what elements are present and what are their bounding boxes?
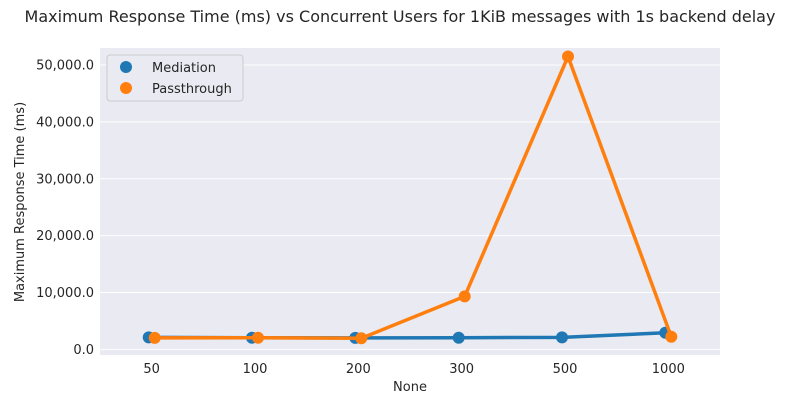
legend-marker-mediation xyxy=(120,61,132,73)
data-point-mediation xyxy=(452,331,465,344)
chart-title: Maximum Response Time (ms) vs Concurrent… xyxy=(25,7,776,26)
x-tick-label: 50 xyxy=(143,362,160,377)
y-tick-label: 50,000.0 xyxy=(36,59,94,74)
data-point-mediation xyxy=(556,331,568,344)
data-point-passthrough xyxy=(148,331,161,344)
x-axis-ticks: 50 100 200 300 500 1000 xyxy=(143,362,684,377)
gridlines xyxy=(100,64,720,350)
legend-marker-passthrough xyxy=(120,82,132,94)
x-tick-label: 100 xyxy=(243,362,268,377)
y-tick-label: 0.0 xyxy=(73,343,94,358)
data-point-passthrough xyxy=(562,50,574,63)
x-tick-label: 300 xyxy=(449,362,474,377)
data-point-passthrough xyxy=(458,290,471,303)
legend-label-passthrough: Passthrough xyxy=(152,82,232,97)
data-point-passthrough xyxy=(252,331,264,344)
y-tick-label: 30,000.0 xyxy=(36,172,94,187)
y-tick-label: 20,000.0 xyxy=(36,229,94,244)
y-tick-label: 40,000.0 xyxy=(36,115,94,130)
y-tick-label: 10,000.0 xyxy=(36,286,94,301)
legend-box xyxy=(106,54,244,102)
x-tick-label: 200 xyxy=(346,362,371,377)
legend-label-mediation: Mediation xyxy=(152,61,216,76)
legend: Mediation Passthrough xyxy=(106,54,244,102)
x-tick-label: 1000 xyxy=(652,362,685,377)
series-line-passthrough xyxy=(152,54,674,340)
x-tick-label: 500 xyxy=(553,362,578,377)
y-axis-ticks: 0.0 10,000.0 20,000.0 30,000.0 40,000.0 50,00… xyxy=(36,59,94,358)
series-layer xyxy=(142,50,678,345)
data-point-passthrough xyxy=(665,330,678,343)
x-axis-label: None xyxy=(393,380,427,395)
data-point-passthrough xyxy=(355,332,368,345)
y-axis-label: Maximum Response Time (ms) xyxy=(13,102,28,302)
